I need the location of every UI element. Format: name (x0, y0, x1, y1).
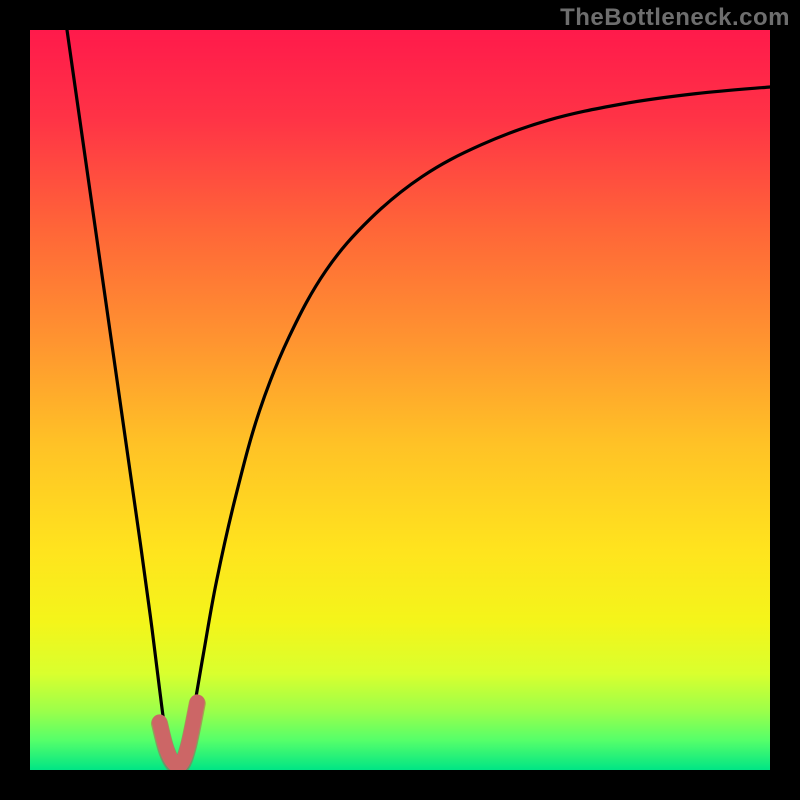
j-marker (160, 702, 198, 766)
curve-layer (30, 30, 770, 770)
watermark-text: TheBottleneck.com (560, 4, 790, 32)
chart-frame: TheBottleneck.com (0, 0, 800, 800)
plot-area (30, 30, 770, 770)
bottleneck-curve (67, 30, 770, 768)
